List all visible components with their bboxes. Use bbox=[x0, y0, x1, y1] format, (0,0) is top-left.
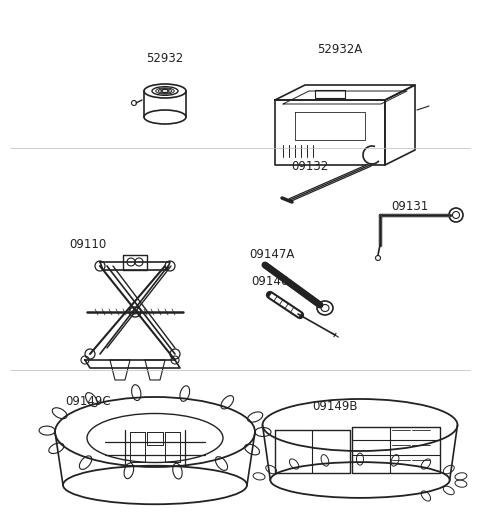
Text: 09110: 09110 bbox=[70, 238, 107, 251]
Text: 52932A: 52932A bbox=[317, 43, 362, 56]
Text: 52932: 52932 bbox=[146, 52, 184, 65]
Text: 09131: 09131 bbox=[391, 200, 429, 213]
Text: 09149C: 09149C bbox=[65, 395, 111, 408]
Text: 09147A: 09147A bbox=[249, 248, 295, 261]
Text: 09146: 09146 bbox=[252, 275, 288, 288]
Text: 09149B: 09149B bbox=[312, 400, 358, 413]
Text: 09132: 09132 bbox=[291, 160, 329, 173]
